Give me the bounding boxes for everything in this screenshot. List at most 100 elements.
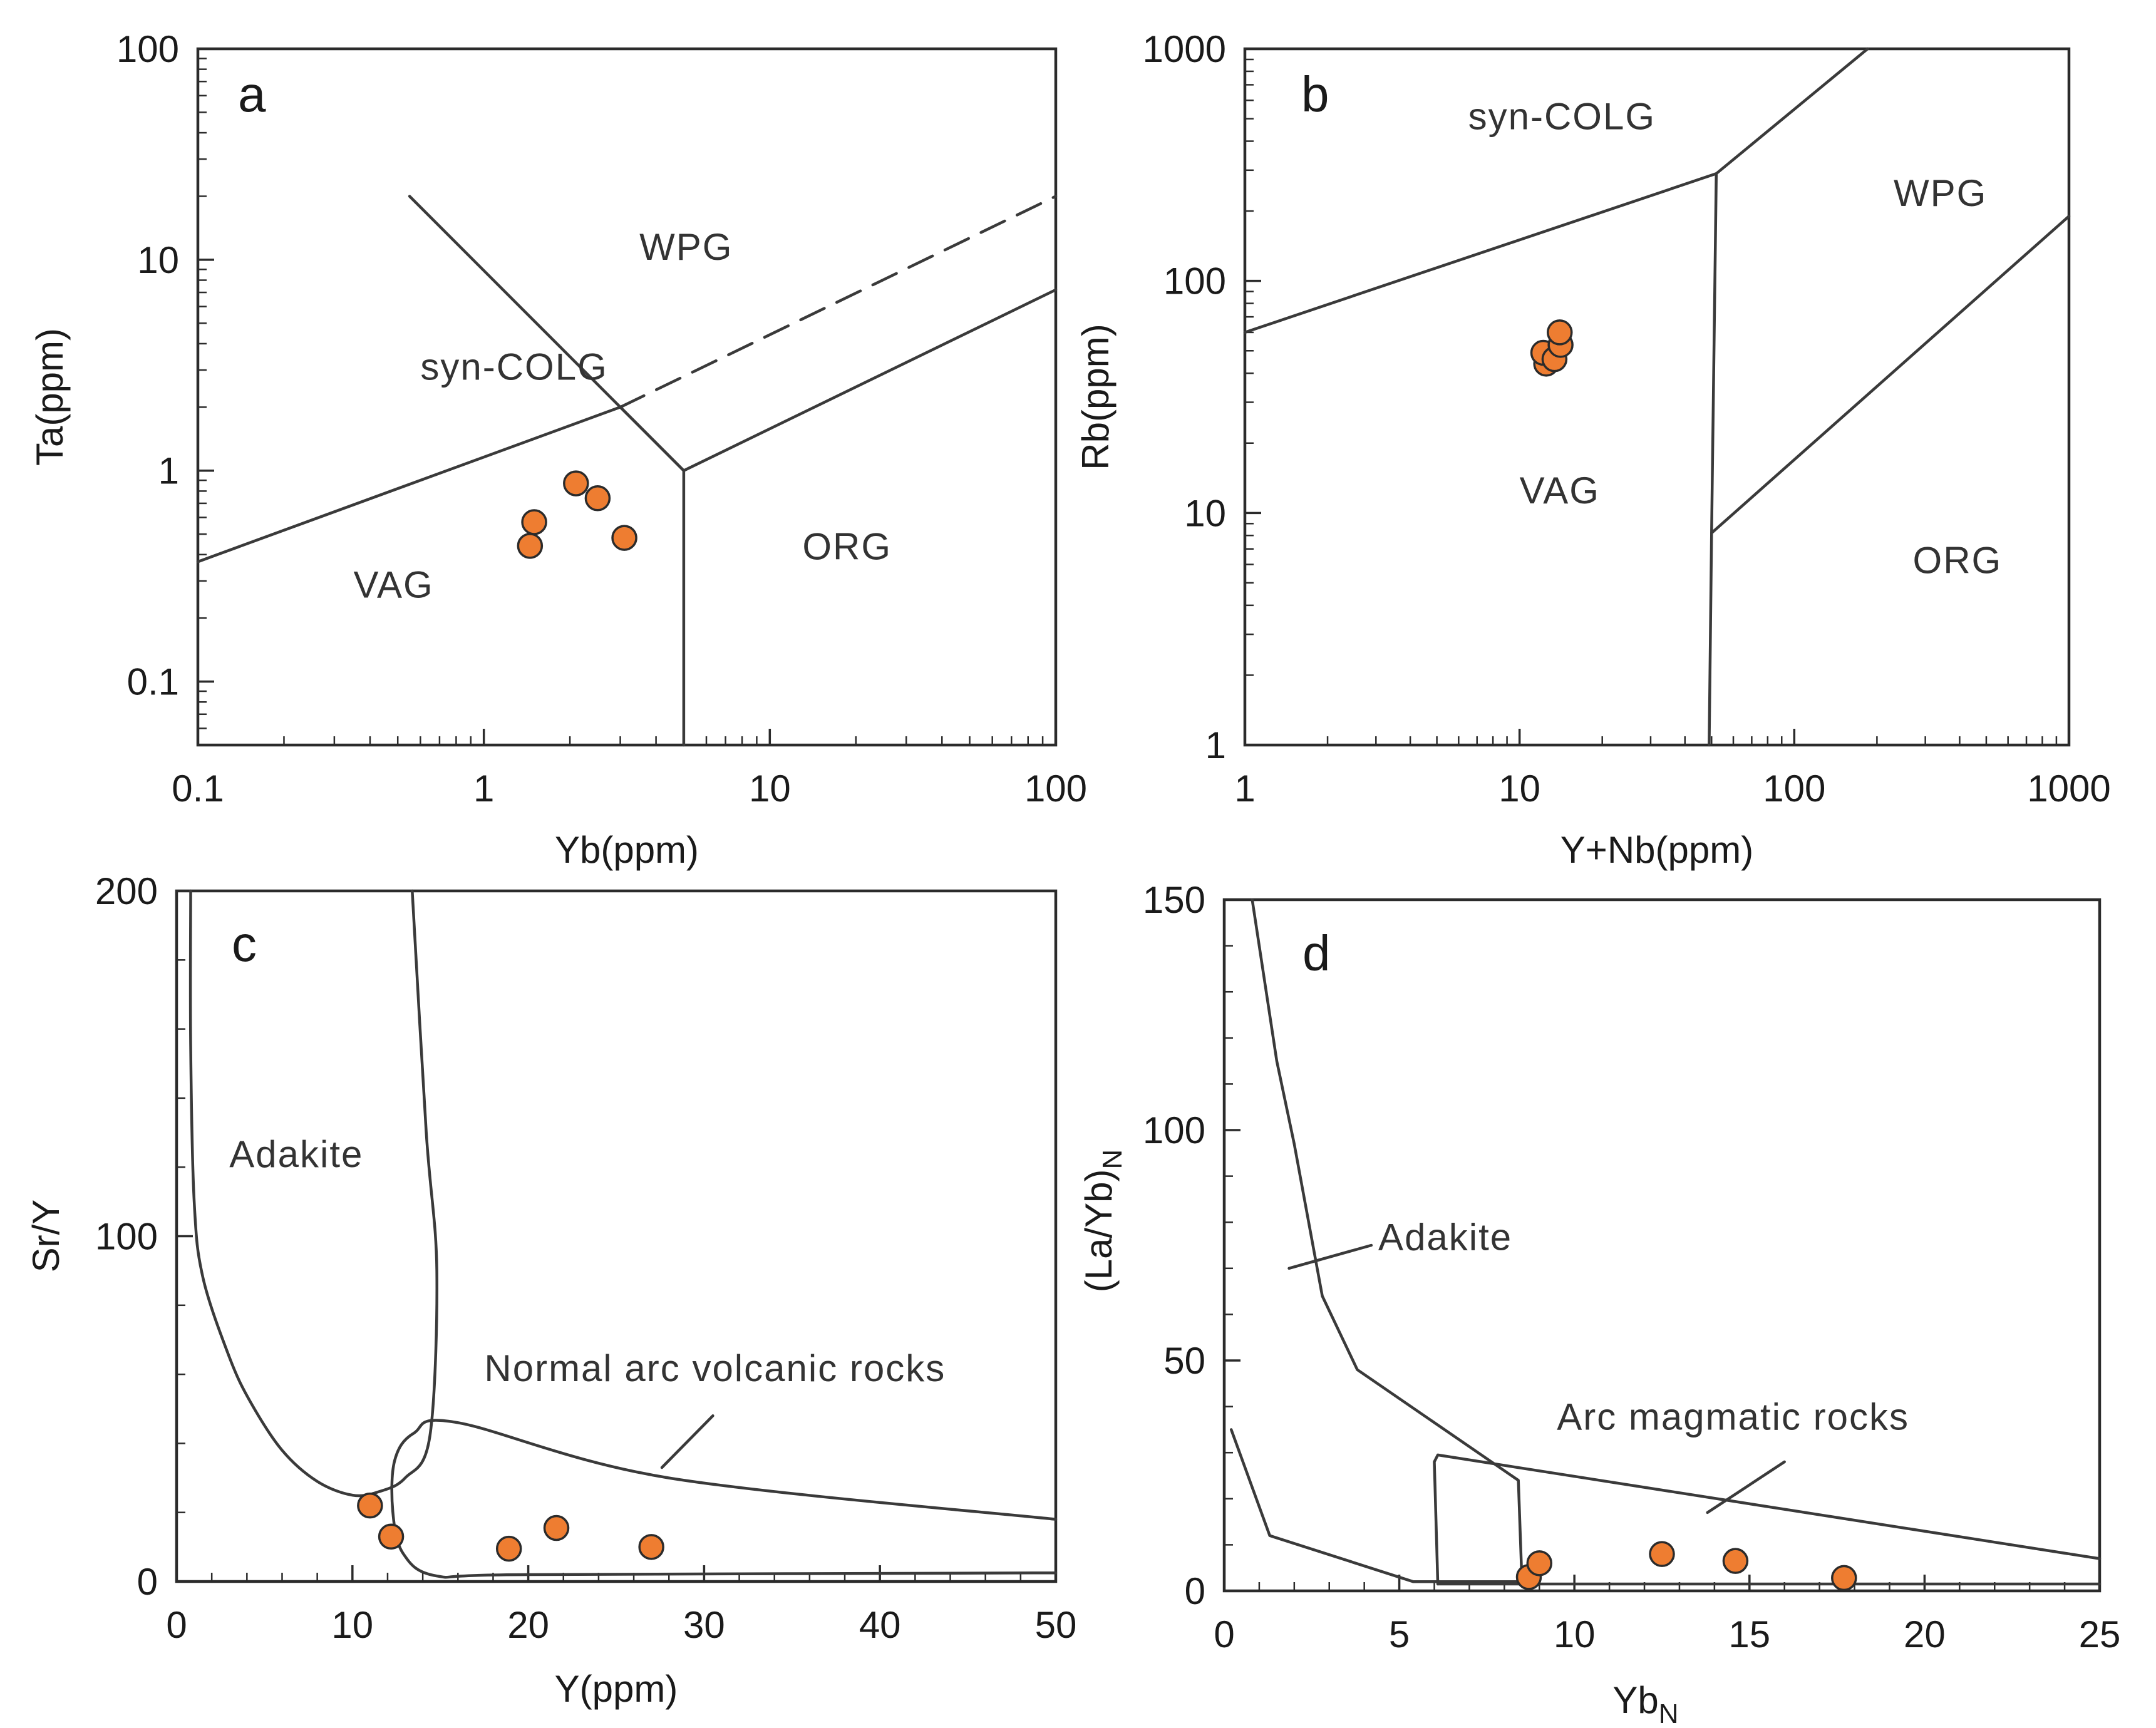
x-tick-label-c: 30 <box>683 1604 725 1646</box>
points-d <box>1515 1541 1857 1592</box>
x-axis-label-d-main: Yb <box>1612 1679 1658 1721</box>
data-point-d-4 <box>1722 1548 1749 1574</box>
y-axis-label-b: Rb(ppm) <box>1075 324 1117 470</box>
ticks-d: 0 5 10 15 20 25 0 50 100 150 <box>1143 879 2120 1655</box>
boundary-line-c-2 <box>390 1419 1058 1579</box>
region-label-a-4: ORG <box>802 525 892 567</box>
y-tick-label-d: 0 <box>1185 1570 1205 1612</box>
region-label-b-4: ORG <box>1913 540 2003 582</box>
region-labels-d: Adakite Arc magmatic rocks <box>1378 1216 1909 1437</box>
y-tick-label-d: 50 <box>1163 1340 1205 1382</box>
plot-frame-c <box>175 889 1058 1583</box>
y-tick-label-c: 100 <box>95 1216 158 1258</box>
boundary-line-a-3 <box>619 195 1058 409</box>
x-tick-label-a: 1 <box>473 768 494 810</box>
y-tick-label-a: 10 <box>137 239 179 281</box>
y-tick-label-b: 100 <box>1163 260 1226 302</box>
region-labels-a: WPG syn-COLG VAG ORG <box>353 226 892 606</box>
panel-c: 0 10 20 30 40 50 0 100 200 Adakite Normal arc vol… <box>25 870 1076 1710</box>
region-label-a-3: VAG <box>353 564 433 606</box>
boundary-line-d-6 <box>1706 1460 1786 1515</box>
x-axis-label-c: Y(ppm) <box>555 1668 678 1710</box>
boundaries-a <box>196 195 1058 747</box>
x-tick-label-d: 25 <box>2079 1613 2121 1655</box>
y-axis-label-c: Sr/Y <box>25 1200 67 1273</box>
region-label-b-1: syn-COLG <box>1468 96 1656 138</box>
y-tick-label-a: 1 <box>158 450 179 492</box>
y-tick-label-b: 10 <box>1184 492 1226 534</box>
boundary-line-d-2 <box>1229 1428 1524 1583</box>
x-tick-label-a: 0.1 <box>172 768 224 810</box>
region-label-b-2: WPG <box>1894 172 1987 214</box>
boundary-line-b-2 <box>1708 172 1718 747</box>
boundaries-d <box>1229 898 2102 1586</box>
y-axis-label-d-sub: N <box>1097 1149 1128 1170</box>
y-tick-label-c: 0 <box>137 1561 158 1603</box>
x-axis-label-d: YbN <box>1612 1679 1678 1728</box>
region-labels-c: Adakite Normal arc volcanic rocks <box>229 1133 946 1389</box>
plot-frame-d <box>1222 898 2102 1593</box>
boundary-line-b-1 <box>1243 47 1869 334</box>
boundary-line-c-3 <box>660 1414 714 1469</box>
data-point-b-5 <box>1547 319 1573 346</box>
x-axis-label-a: Yb(ppm) <box>555 829 699 871</box>
data-point-a-1 <box>517 533 544 559</box>
points-c <box>357 1492 664 1562</box>
data-point-d-2 <box>1526 1550 1553 1576</box>
data-point-a-4 <box>584 485 611 512</box>
x-axis-label-d-sub: N <box>1659 1699 1679 1728</box>
data-point-a-3 <box>563 470 589 496</box>
region-label-c-2: Normal arc volcanic rocks <box>484 1347 946 1389</box>
boundary-line-d-1 <box>1251 898 1524 1581</box>
panel-letter-c: c <box>232 916 257 972</box>
data-point-d-3 <box>1649 1541 1675 1567</box>
y-axis-label-a: Ta(ppm) <box>29 328 71 466</box>
region-label-b-3: VAG <box>1520 470 1600 512</box>
x-tick-label-b: 1000 <box>2027 768 2110 810</box>
y-tick-label-b: 1 <box>1205 724 1226 766</box>
data-point-c-1 <box>357 1492 383 1519</box>
x-tick-label-d: 15 <box>1728 1613 1770 1655</box>
panel-a: 0.1 1 10 100 0.1 1 10 100 WPG syn-COLG VAG ORG a Y… <box>29 28 1087 871</box>
x-tick-label-d: 10 <box>1554 1613 1596 1655</box>
x-tick-label-b: 10 <box>1498 768 1540 810</box>
panel-b: 1 10 100 1000 1 10 100 1000 syn-COLG WPG VAG ORG b… <box>1075 28 2111 871</box>
x-tick-label-c: 20 <box>507 1604 549 1646</box>
y-tick-label-a: 0.1 <box>127 661 179 703</box>
x-tick-label-c: 10 <box>331 1604 373 1646</box>
boundary-line-b-3 <box>1710 215 2071 535</box>
x-tick-label-c: 0 <box>166 1604 187 1646</box>
boundary-line-c-1 <box>188 889 438 1498</box>
boundaries-b <box>1243 47 2071 747</box>
x-tick-label-b: 1 <box>1234 768 1255 810</box>
panel-letter-a: a <box>238 66 266 122</box>
data-point-c-3 <box>495 1535 522 1562</box>
x-tick-label-c: 40 <box>859 1604 901 1646</box>
data-point-c-4 <box>543 1515 570 1541</box>
boundaries-c <box>188 889 1058 1579</box>
y-tick-label-a: 100 <box>116 28 179 70</box>
boundary-line-a-1 <box>196 288 1058 563</box>
ticks-b: 1 10 100 1000 1 10 100 1000 <box>1143 28 2111 810</box>
region-label-d-1: Adakite <box>1378 1216 1512 1258</box>
x-tick-label-d: 5 <box>1389 1613 1410 1655</box>
region-label-d-2: Arc magmatic rocks <box>1557 1396 1909 1437</box>
boundary-line-d-3 <box>1433 1453 2102 1586</box>
data-point-c-5 <box>638 1534 664 1560</box>
region-label-a-2: syn-COLG <box>420 346 607 388</box>
x-tick-label-d: 0 <box>1214 1613 1234 1655</box>
region-label-a-1: WPG <box>639 226 733 268</box>
data-point-a-5 <box>611 525 637 551</box>
region-labels-b: syn-COLG WPG VAG ORG <box>1468 96 2003 582</box>
panel-d: 0 5 10 15 20 25 0 50 100 150 Adakite Arc magmatic … <box>1078 879 2120 1728</box>
x-tick-label-a: 10 <box>749 768 791 810</box>
y-tick-label-d: 150 <box>1143 879 1205 921</box>
plot-frame-b <box>1243 47 2071 747</box>
x-tick-label-b: 100 <box>1763 768 1825 810</box>
points-a <box>517 470 637 559</box>
data-point-d-5 <box>1831 1565 1857 1592</box>
ticks-c: 0 10 20 30 40 50 0 100 200 <box>95 870 1076 1646</box>
panel-letter-b: b <box>1301 66 1329 122</box>
x-tick-label-d: 20 <box>1904 1613 1946 1655</box>
